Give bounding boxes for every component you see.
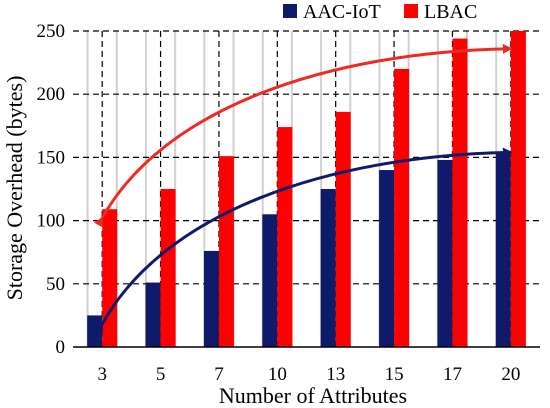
legend: AAC-IoT LBAC xyxy=(283,1,477,23)
y-tick-label: 250 xyxy=(37,21,66,42)
bar-lbac-7 xyxy=(218,156,234,347)
trend-arrow-lbac xyxy=(93,43,513,228)
x-tick-label: 10 xyxy=(268,364,287,385)
bar-lbac-20 xyxy=(510,31,526,347)
bar-lbac-5 xyxy=(160,189,176,347)
legend-label-lbac: LBAC xyxy=(424,1,477,23)
bar-lbac-13 xyxy=(335,111,351,348)
bar-aac-iot-5 xyxy=(145,282,161,347)
x-tick-label: 13 xyxy=(326,364,345,385)
y-tick-label: 200 xyxy=(37,84,66,105)
legend-swatch-lbac xyxy=(404,4,418,18)
bar-lbac-17 xyxy=(452,38,468,348)
y-axis-title: Storage Overhead (bytes) xyxy=(2,76,27,301)
x-tick-label: 17 xyxy=(443,364,462,385)
x-tick-label: 5 xyxy=(156,364,166,385)
y-tick-label: 0 xyxy=(56,337,66,358)
x-axis-title: Number of Attributes xyxy=(219,383,407,408)
legend-swatch-aac-iot xyxy=(283,4,297,18)
x-tick-label: 15 xyxy=(385,364,404,385)
bar-aac-iot-17 xyxy=(437,159,453,347)
y-tick-label: 100 xyxy=(37,211,66,232)
bar-lbac-3 xyxy=(102,209,118,347)
y-tick-label: 150 xyxy=(37,147,66,168)
bar-aac-iot-13 xyxy=(320,189,336,347)
bar-lbac-10 xyxy=(277,127,293,348)
bar-aac-iot-7 xyxy=(203,250,219,347)
bar-aac-iot-10 xyxy=(262,214,278,347)
y-tick-labels: 0 50 100 150 200 250 xyxy=(37,21,66,358)
y-tick-label: 50 xyxy=(46,274,65,295)
x-tick-label: 20 xyxy=(501,364,520,385)
x-tick-labels: 3 5 7 10 13 15 17 20 xyxy=(97,364,520,385)
legend-label-aac-iot: AAC-IoT xyxy=(303,1,381,23)
bar-aac-iot-3 xyxy=(87,315,103,347)
bar-aac-iot-20 xyxy=(495,153,511,347)
bar-lbac-15 xyxy=(394,68,410,348)
trend-arrows xyxy=(93,43,513,334)
x-tick-label: 3 xyxy=(97,364,107,385)
x-tick-label: 7 xyxy=(214,364,224,385)
bar-aac-iot-15 xyxy=(379,170,395,347)
